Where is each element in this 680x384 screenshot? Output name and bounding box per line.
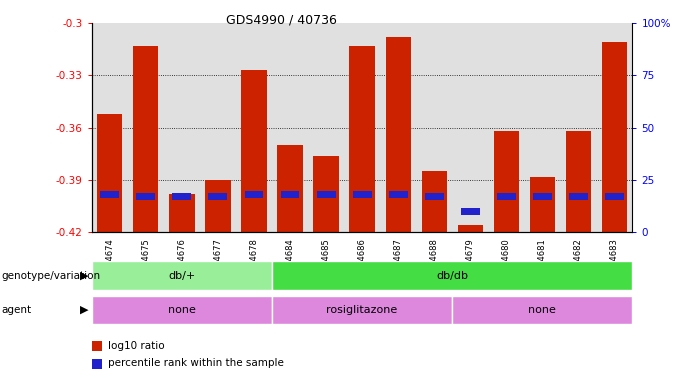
Bar <box>317 191 335 198</box>
Bar <box>380 23 416 232</box>
Bar <box>353 191 371 198</box>
Text: genotype/variation: genotype/variation <box>1 270 101 281</box>
Bar <box>241 70 267 232</box>
Text: GDS4990 / 40736: GDS4990 / 40736 <box>226 13 337 26</box>
Text: rosiglitazone: rosiglitazone <box>326 305 398 315</box>
Bar <box>137 193 155 200</box>
Bar <box>461 208 479 215</box>
Bar <box>596 23 632 232</box>
Bar <box>560 23 596 232</box>
Bar <box>602 42 627 232</box>
Bar <box>497 193 515 200</box>
Bar <box>422 171 447 232</box>
Bar <box>169 194 194 232</box>
Bar <box>350 46 375 232</box>
Bar <box>133 46 158 232</box>
Bar <box>101 191 119 198</box>
Text: log10 ratio: log10 ratio <box>108 341 165 351</box>
Bar <box>389 191 407 198</box>
Bar <box>92 359 102 369</box>
Bar <box>524 23 560 232</box>
Bar <box>308 23 344 232</box>
Bar <box>569 193 588 200</box>
Bar <box>458 225 483 232</box>
Bar <box>92 261 272 290</box>
Bar <box>209 193 227 200</box>
Bar <box>386 37 411 232</box>
Text: db/+: db/+ <box>168 270 196 281</box>
Text: none: none <box>168 305 196 315</box>
Bar <box>205 180 231 232</box>
Bar <box>530 177 555 232</box>
Bar <box>92 296 272 324</box>
Bar <box>92 341 102 351</box>
Text: agent: agent <box>1 305 31 315</box>
Bar <box>92 23 128 232</box>
Text: percentile rank within the sample: percentile rank within the sample <box>108 358 284 368</box>
Bar <box>533 193 551 200</box>
Bar <box>164 23 200 232</box>
Bar <box>128 23 164 232</box>
Bar <box>452 23 488 232</box>
Bar <box>313 156 339 232</box>
Bar <box>488 23 524 232</box>
Bar <box>281 191 299 198</box>
Bar <box>97 114 122 232</box>
Bar <box>605 193 624 200</box>
Bar <box>416 23 452 232</box>
Bar <box>452 296 632 324</box>
Text: ▶: ▶ <box>80 270 88 281</box>
Bar <box>272 296 452 324</box>
Text: none: none <box>528 305 556 315</box>
Bar <box>245 191 263 198</box>
Bar <box>494 131 519 232</box>
Bar <box>566 131 591 232</box>
Bar <box>173 193 191 200</box>
Bar <box>272 261 632 290</box>
Bar <box>236 23 272 232</box>
Text: db/db: db/db <box>436 270 469 281</box>
Bar <box>344 23 380 232</box>
Text: ▶: ▶ <box>80 305 88 315</box>
Bar <box>272 23 308 232</box>
Bar <box>425 193 443 200</box>
Bar <box>277 145 303 232</box>
Bar <box>200 23 236 232</box>
